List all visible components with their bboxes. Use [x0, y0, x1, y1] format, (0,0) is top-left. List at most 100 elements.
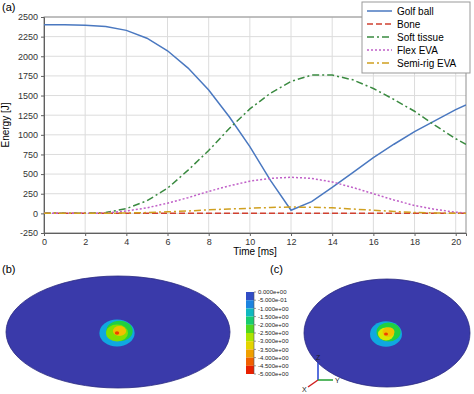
x-tick-label: 0	[42, 237, 47, 247]
series-line	[44, 75, 466, 213]
panel-a: (a)02468101214161820-2500250500750100012…	[0, 1, 470, 257]
contour-level	[377, 322, 401, 341]
y-tick-label: 750	[23, 150, 38, 160]
colorbar-swatch	[246, 341, 254, 349]
colorbar-tick-label: -2.000e+00	[258, 322, 289, 328]
legend-label: Semi-rig EVA	[397, 58, 457, 69]
colorbar-tick-label: -5.000e+00	[258, 371, 289, 377]
colorbar-tick	[254, 365, 256, 366]
y-tick-label: 2250	[18, 32, 38, 42]
series-line	[44, 207, 466, 213]
y-tick-mark	[41, 233, 44, 234]
colorbar-tick-label: -2.500e+00	[258, 330, 289, 336]
grid-line-x	[85, 17, 86, 233]
x-tick-label: 18	[410, 237, 420, 247]
legend-swatch	[367, 10, 392, 12]
y-tick-mark	[41, 135, 44, 136]
x-tick-label: 8	[207, 237, 212, 247]
y-tick-label: 0	[33, 209, 38, 219]
grid-line-x	[291, 17, 292, 233]
contour-disk	[6, 276, 230, 388]
y-tick: 1000	[18, 130, 44, 140]
colorbar-tick	[254, 349, 256, 350]
y-tick-label: -250	[20, 228, 38, 238]
grid-line-y	[44, 75, 466, 76]
y-tick-label: 2500	[18, 12, 38, 22]
colorbar-swatch	[246, 300, 254, 308]
contour-level	[113, 326, 126, 336]
colorbar-tick-label: -5.000e-01	[258, 297, 288, 303]
grid-line-y	[44, 134, 466, 135]
x-tick-mark	[332, 233, 333, 236]
colorbar-swatch	[246, 292, 254, 300]
series-line	[44, 25, 466, 210]
x-tick-mark	[291, 233, 292, 236]
panel-label: (c)	[270, 263, 283, 275]
x-tick: 20	[451, 233, 461, 247]
legend-swatch	[367, 23, 392, 25]
x-tick-mark	[415, 233, 416, 236]
contour-level	[378, 328, 394, 341]
grid-line-y	[44, 115, 466, 116]
colorbar-tick	[254, 357, 256, 358]
colorbar-swatch	[246, 349, 254, 357]
triad-label: Z	[316, 354, 321, 361]
y-tick: 1250	[18, 111, 44, 121]
y-tick-mark	[41, 174, 44, 175]
legend-swatch	[367, 49, 392, 51]
x-tick: 14	[328, 233, 338, 247]
triad-arm	[308, 380, 318, 387]
legend-label: Flex EVA	[397, 45, 438, 56]
y-tick-mark	[41, 154, 44, 155]
x-tick-mark	[373, 233, 374, 236]
colorbar-tick-label: -4.000e+00	[258, 355, 289, 361]
y-axis: -250025050075010001250150017502000225025…	[18, 12, 45, 238]
y-tick-mark	[41, 76, 44, 77]
colorbar-tick-label: -4.500e+00	[258, 363, 289, 369]
y-tick: 1500	[18, 91, 44, 101]
y-tick-label: 500	[23, 169, 38, 179]
x-tick-mark	[209, 233, 210, 236]
grid-line-x	[208, 17, 209, 233]
y-tick: 500	[23, 169, 44, 179]
colorbar-tick	[254, 316, 256, 317]
x-tick: 16	[369, 233, 379, 247]
grid-line-y	[44, 193, 466, 194]
colorbar-tick-label: -3.500e+00	[258, 347, 289, 353]
legend-label: Golf ball	[397, 6, 434, 17]
y-tick: 2000	[18, 52, 44, 62]
y-tick-label: 1250	[18, 111, 38, 121]
x-tick-label: 4	[124, 237, 129, 247]
x-tick-label: 6	[166, 237, 171, 247]
x-tick-label: 20	[451, 237, 461, 247]
y-tick: 0	[33, 209, 44, 219]
colorbar-tick	[254, 292, 256, 293]
y-tick-mark	[41, 17, 44, 18]
contour-level	[370, 321, 402, 347]
panel-label: (a)	[2, 1, 15, 13]
x-tick-label: 12	[287, 237, 297, 247]
colorbar-tick	[254, 308, 256, 309]
y-tick: 2250	[18, 32, 44, 42]
grid-line-x	[167, 17, 168, 233]
x-tick: 4	[124, 233, 129, 247]
colorbar-tick-label: -1.500e+00	[258, 314, 289, 320]
legend-box	[362, 2, 470, 73]
series-line	[44, 177, 466, 213]
contour-level	[384, 332, 388, 335]
contour-disk	[304, 279, 470, 387]
grid-line-x	[126, 17, 127, 233]
colorbar-swatch	[246, 366, 254, 374]
legend-label: Soft tissue	[397, 32, 444, 43]
y-tick-mark	[41, 56, 44, 57]
y-tick: -250	[20, 228, 44, 238]
x-tick-label: 14	[328, 237, 338, 247]
legend-swatch	[367, 36, 392, 38]
colorbar-tick-label: -1.000e+00	[258, 306, 289, 312]
colorbar-tick	[254, 324, 256, 325]
x-tick: 0	[42, 233, 47, 247]
colorbar-swatch	[246, 308, 254, 316]
colorbar-tick	[254, 341, 256, 342]
x-tick: 6	[166, 233, 171, 247]
y-tick-mark	[41, 115, 44, 116]
